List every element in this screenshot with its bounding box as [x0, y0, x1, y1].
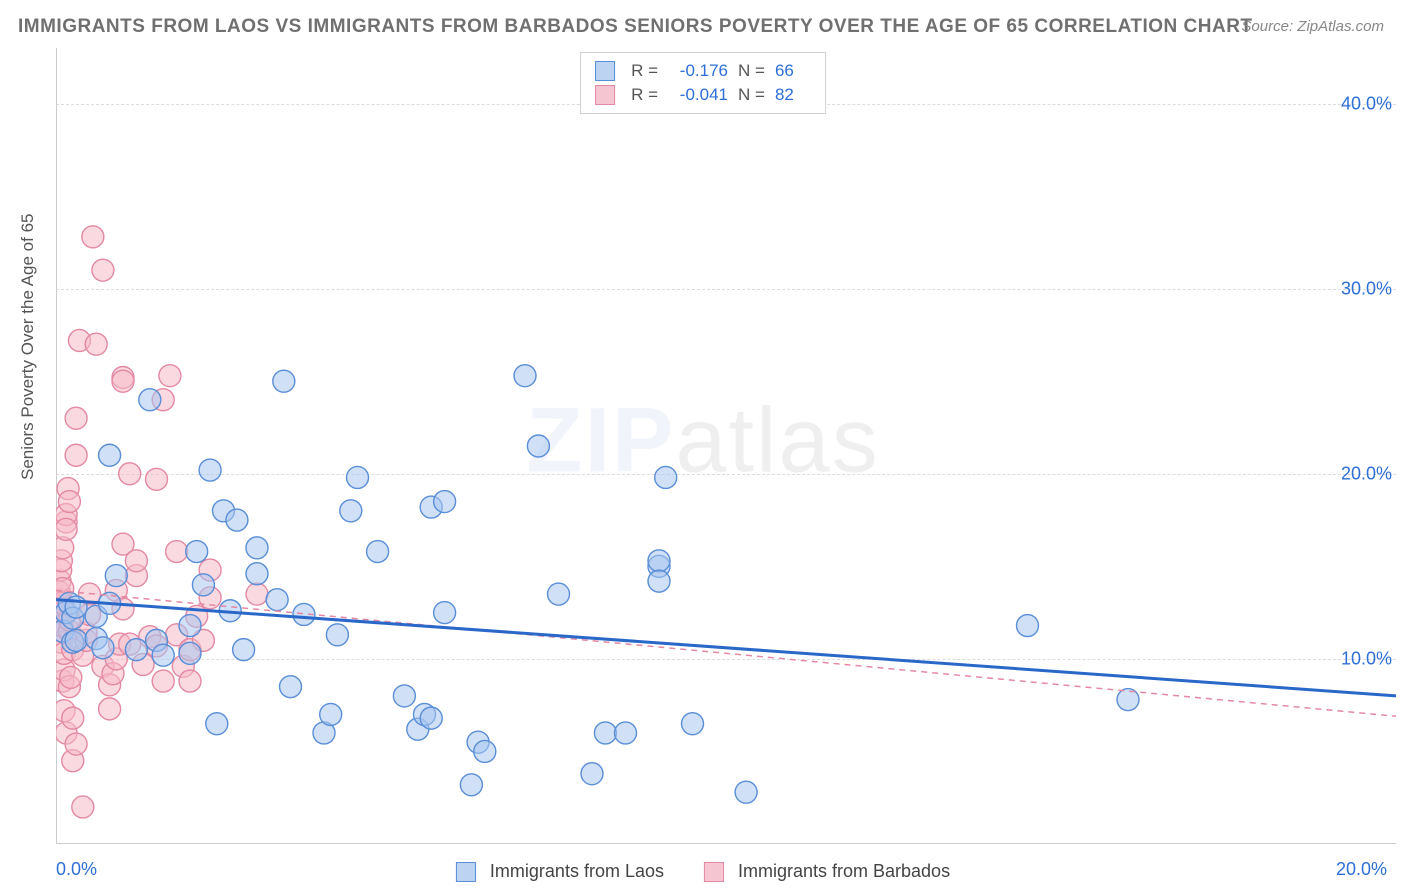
correlation-legend: R = -0.176 N = 66 R = -0.041 N = 82: [580, 52, 826, 114]
swatch-series-a: [595, 61, 615, 81]
swatch-series-b: [595, 85, 615, 105]
source-prefix: Source:: [1241, 18, 1297, 35]
r-label-b: R =: [631, 85, 658, 105]
r-label-a: R =: [631, 61, 658, 81]
n-value-a: 66: [775, 61, 811, 81]
legend-item-b: Immigrants from Barbados: [704, 861, 950, 882]
source-name: ZipAtlas.com: [1297, 18, 1384, 35]
legend-item-a: Immigrants from Laos: [456, 861, 664, 882]
plot-area: [56, 48, 1396, 844]
correlation-row-a: R = -0.176 N = 66: [595, 59, 811, 83]
correlation-row-b: R = -0.041 N = 82: [595, 83, 811, 107]
r-value-a: -0.176: [668, 61, 728, 81]
scatter-svg: [56, 48, 1396, 844]
n-value-b: 82: [775, 85, 811, 105]
source-attribution: Source: ZipAtlas.com: [1241, 18, 1384, 35]
chart-root: IMMIGRANTS FROM LAOS VS IMMIGRANTS FROM …: [0, 0, 1406, 892]
legend-label-a: Immigrants from Laos: [490, 861, 664, 882]
n-label-a: N =: [738, 61, 765, 81]
chart-title: IMMIGRANTS FROM LAOS VS IMMIGRANTS FROM …: [18, 16, 1253, 38]
legend-label-b: Immigrants from Barbados: [738, 861, 950, 882]
x-tick-label: 0.0%: [56, 859, 97, 880]
r-value-b: -0.041: [668, 85, 728, 105]
n-label-b: N =: [738, 85, 765, 105]
series-legend: Immigrants from Laos Immigrants from Bar…: [456, 861, 950, 882]
swatch-series-a: [456, 862, 476, 882]
swatch-series-b: [704, 862, 724, 882]
x-tick-label: 20.0%: [1336, 859, 1387, 880]
y-axis-label: Seniors Poverty Over the Age of 65: [18, 214, 38, 480]
